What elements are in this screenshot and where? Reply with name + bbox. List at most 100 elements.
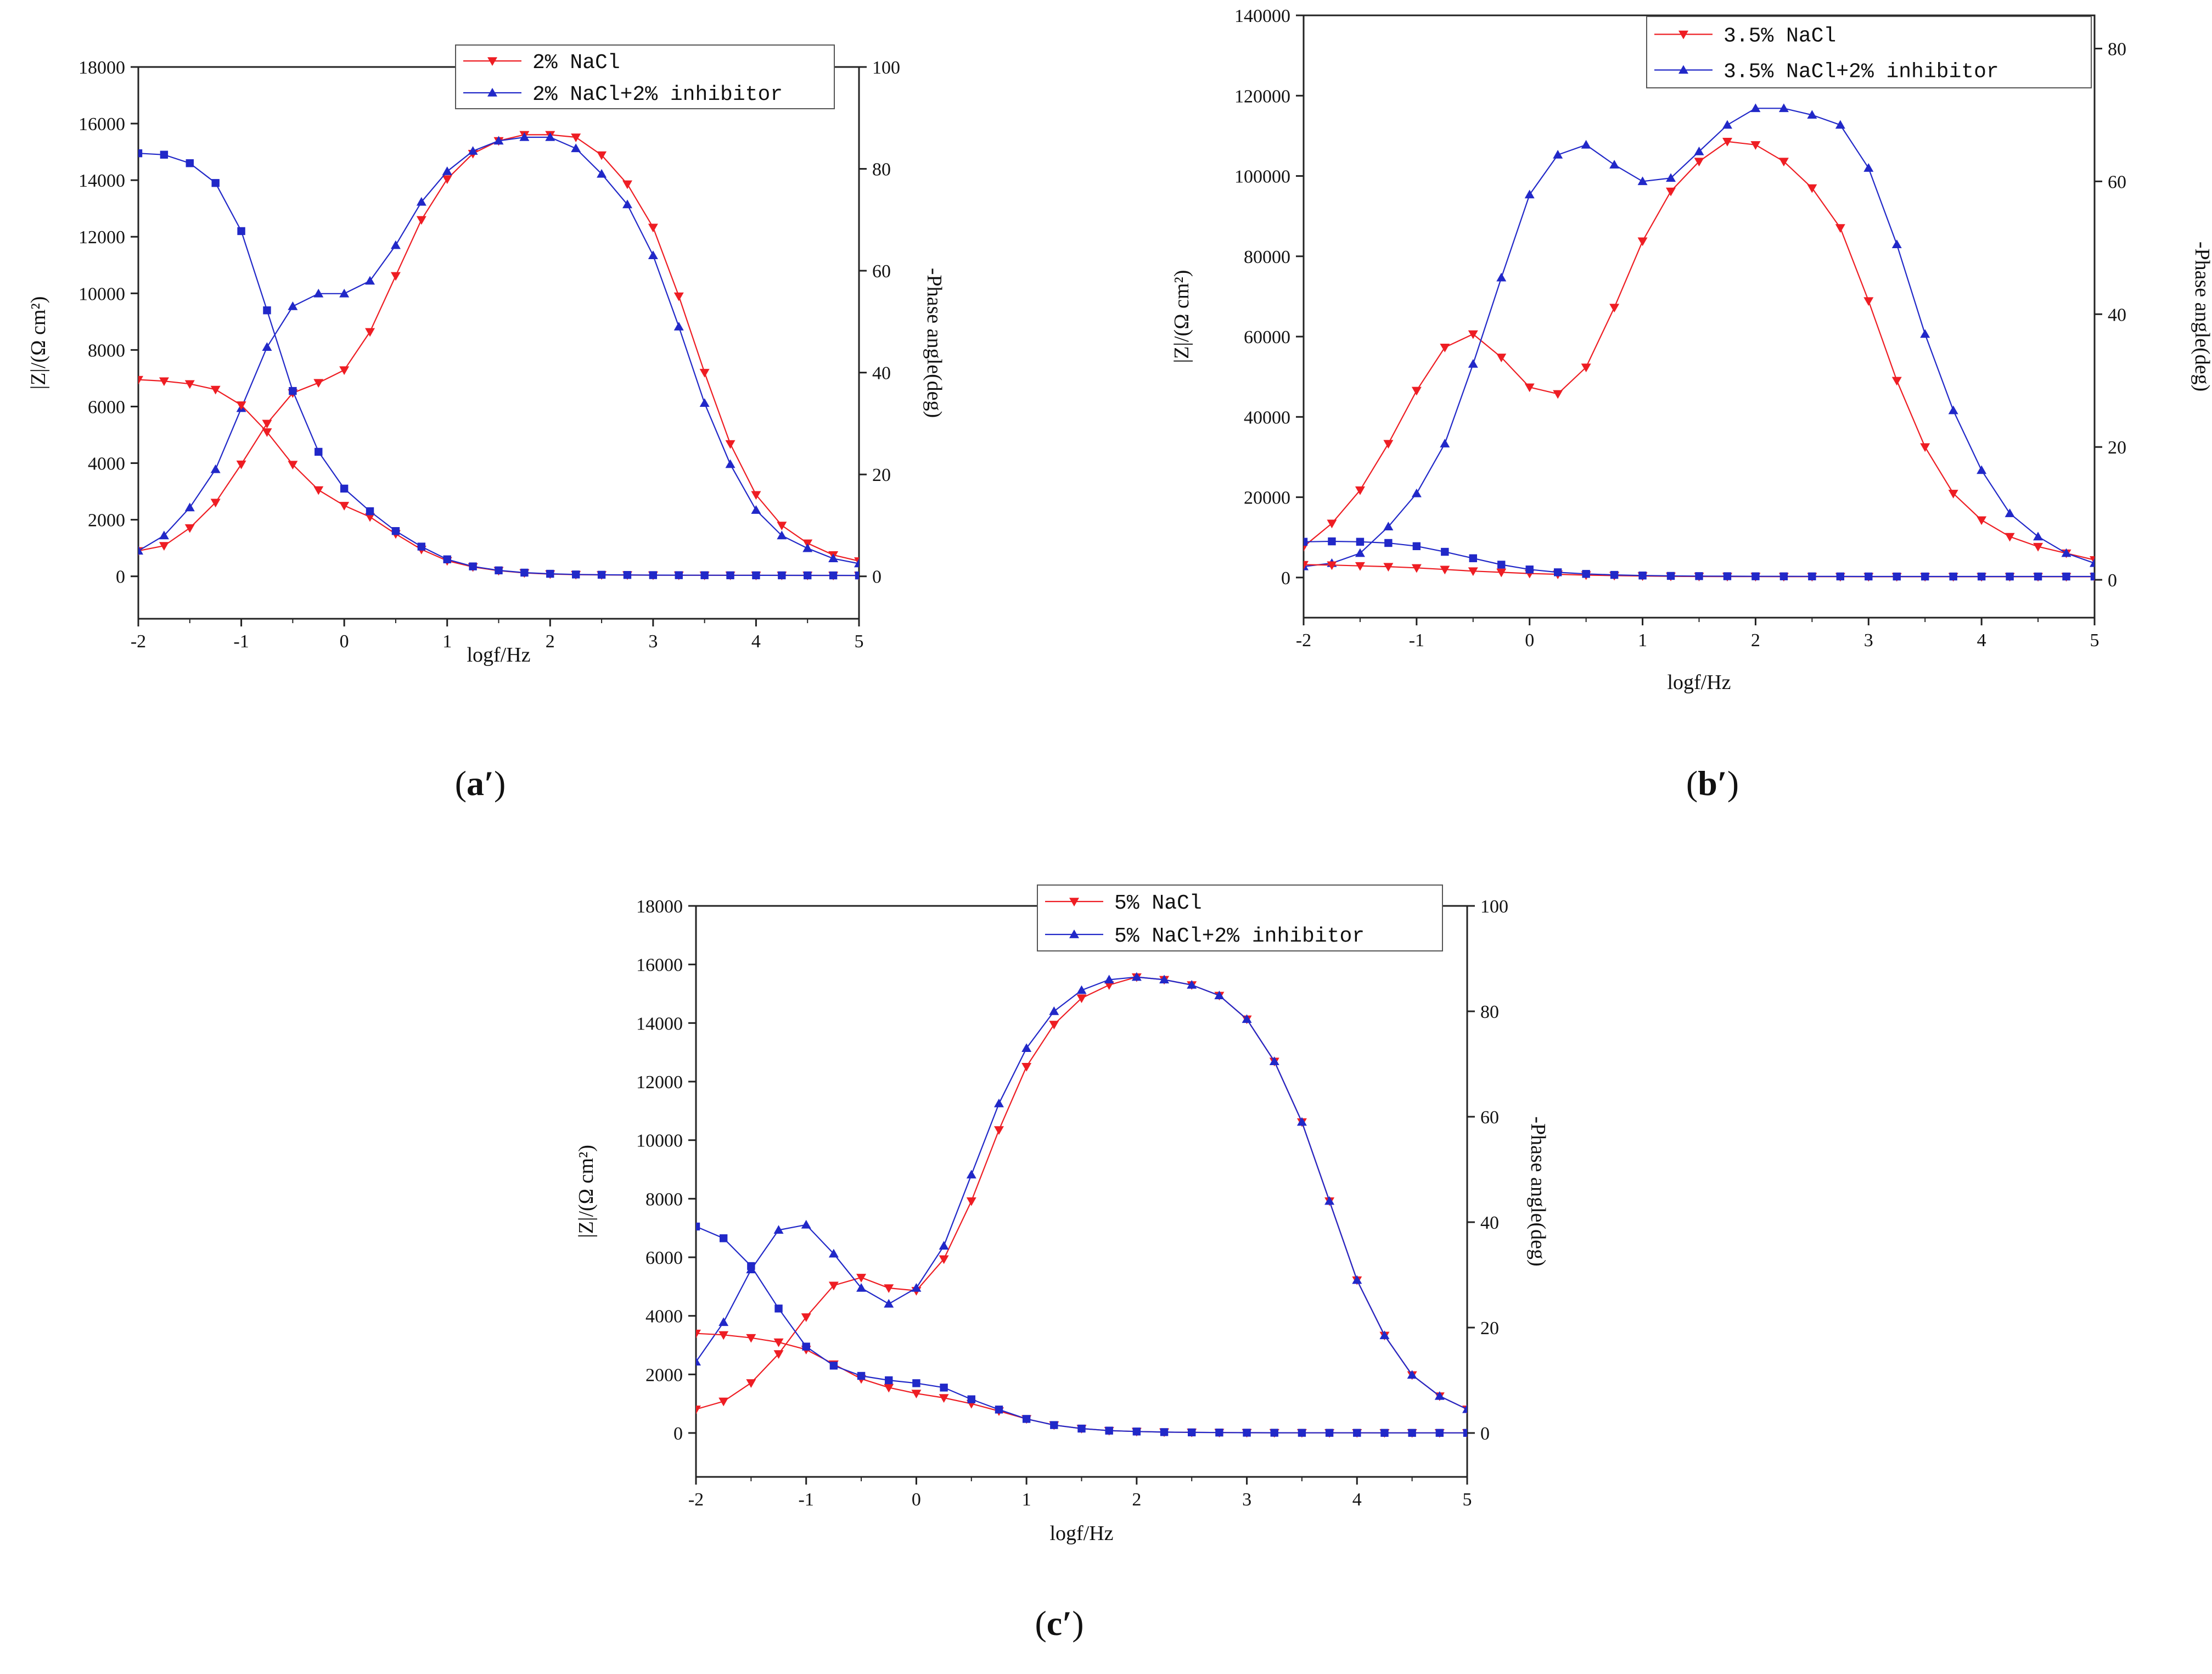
data-point	[939, 1394, 949, 1403]
data-point	[696, 1406, 701, 1414]
data-point	[1298, 1429, 1306, 1437]
x-tick-label: 5	[2090, 630, 2099, 651]
data-point	[746, 1379, 756, 1388]
data-point	[1076, 985, 1087, 994]
y2-tick-label: 80	[1480, 1002, 1499, 1022]
y2-tick-label: 60	[1480, 1107, 1499, 1128]
data-point	[313, 379, 324, 388]
series-group	[696, 972, 1467, 1438]
data-point	[1355, 486, 1365, 495]
data-point	[1496, 272, 1507, 282]
data-point	[237, 227, 245, 236]
legend: 2% NaCl 2% NaCl+2% inhibitor	[455, 44, 835, 109]
y2-tick-label: 0	[872, 567, 882, 587]
data-point	[1021, 1043, 1032, 1052]
data-point	[1160, 1428, 1169, 1436]
panel-a: -2 -1 0 1 2 3 4 5 0 2000 4000 6000 8000 10000 12000 140…	[0, 0, 946, 667]
data-point	[1496, 354, 1507, 362]
data-point	[1383, 440, 1394, 449]
data-point	[1496, 568, 1507, 578]
y-tick-label: 20000	[1244, 488, 1290, 508]
y2-tick-label: 40	[2108, 305, 2126, 325]
data-point	[339, 366, 350, 375]
data-point	[262, 428, 272, 437]
y-tick-label: 60000	[1244, 327, 1290, 348]
data-point	[939, 1241, 949, 1250]
legend-label: 2% NaCl+2% inhibitor	[532, 83, 783, 107]
data-point	[1581, 139, 1591, 149]
data-point	[186, 159, 194, 167]
legend-box	[1037, 884, 1443, 951]
data-point	[1468, 330, 1478, 339]
data-point	[1553, 149, 1563, 159]
data-point	[829, 1362, 838, 1370]
data-point	[1637, 237, 1648, 247]
data-point	[1077, 1424, 1086, 1433]
caption-c: (c′)	[1035, 1604, 1084, 1643]
data-point	[1524, 383, 1535, 393]
data-point	[184, 502, 195, 512]
plot-frame	[137, 66, 860, 620]
data-point	[718, 1331, 729, 1340]
x-tick-label: 3	[648, 631, 658, 652]
data-point	[885, 1376, 893, 1385]
data-point	[1723, 572, 1732, 580]
y-tick-label: 140000	[1234, 6, 1290, 26]
data-point	[1353, 1429, 1361, 1437]
legend-box	[1646, 16, 2092, 88]
x-tick-label: 5	[855, 631, 864, 652]
data-point	[184, 380, 195, 389]
panel-b: -2 -1 0 1 2 3 4 5 0 20000 40000 60000 80000 100000 120…	[1098, 0, 2212, 714]
data-point	[855, 571, 859, 580]
data-point	[546, 569, 554, 578]
y2-axis-title: -Phase angle(deg)	[923, 268, 946, 418]
x-tick-label: 1	[1638, 630, 1647, 651]
x-tick-label: 1	[442, 631, 452, 652]
data-point	[366, 507, 374, 516]
data-point	[2005, 533, 2015, 542]
y-tick-label: 2000	[88, 511, 125, 531]
data-point	[469, 562, 477, 570]
y-tick-label: 8000	[88, 340, 125, 361]
data-point	[773, 1338, 784, 1347]
series-line-1	[696, 976, 1467, 1410]
data-point	[696, 1357, 701, 1366]
caption-a: (a′)	[454, 764, 506, 803]
data-point	[967, 1395, 975, 1403]
data-point	[1863, 297, 1874, 306]
data-point	[1779, 572, 1788, 580]
data-point	[1050, 1421, 1058, 1429]
data-point	[1977, 516, 1987, 525]
series-line-2	[138, 379, 859, 576]
data-point	[1948, 405, 1958, 415]
data-point	[262, 342, 272, 351]
legend-label: 3.5% NaCl+2% inhibitor	[1723, 60, 1999, 84]
data-point	[1411, 488, 1422, 497]
data-point	[1835, 224, 1845, 233]
data-point	[1242, 1014, 1252, 1023]
data-point	[2034, 572, 2042, 581]
data-point	[390, 272, 401, 281]
x-tick-label: -2	[688, 1490, 704, 1510]
data-point	[675, 571, 683, 579]
data-point	[1807, 110, 1817, 119]
data-point	[801, 1313, 811, 1322]
data-point	[912, 1379, 920, 1387]
data-point	[571, 143, 581, 153]
data-point	[1379, 1330, 1390, 1340]
data-point	[804, 571, 812, 580]
data-point	[751, 505, 761, 514]
data-point	[1497, 561, 1506, 569]
series-line-3	[1304, 540, 2095, 578]
y2-tick-label: 0	[2108, 570, 2117, 591]
y2-tick-label: 20	[872, 465, 891, 485]
y-tick-label: 14000	[78, 171, 125, 191]
data-point	[718, 1317, 729, 1326]
series-group	[138, 131, 859, 581]
data-point	[1468, 359, 1478, 368]
data-point	[262, 419, 272, 429]
panel-c: -2 -1 0 1 2 3 4 5 0 2000 4000 6000 8000 10000 12000 140…	[549, 856, 1549, 1559]
x-tick-label: 0	[340, 631, 349, 652]
data-point	[416, 216, 426, 225]
data-point	[622, 199, 632, 209]
